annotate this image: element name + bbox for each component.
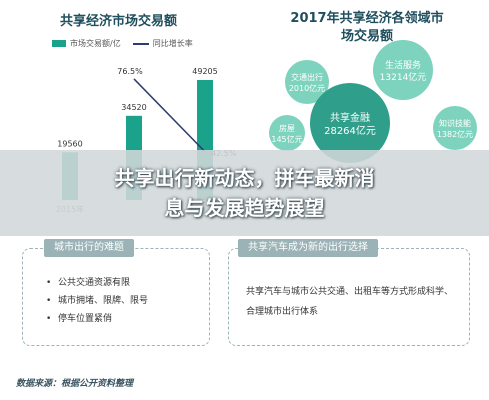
bubble: [373, 40, 433, 100]
left-chart-title: 共享经济市场交易额: [60, 14, 178, 29]
bubble-name-label: 知识技能: [439, 118, 471, 128]
list-item: 公共交通资源有限: [46, 274, 148, 292]
city-travel-problems-heading: 城市出行的难题: [44, 239, 134, 257]
left-chart-legend: 市场交易额/亿 同比增长率: [52, 38, 193, 49]
bubble: [285, 60, 329, 104]
legend-bar-label: 市场交易额/亿: [70, 39, 121, 48]
bubble-value-label: 145亿元: [271, 134, 302, 144]
legend-bar-swatch: [52, 40, 66, 47]
growth-rate-line: [133, 78, 206, 153]
bubble-value-label: 1382亿元: [437, 129, 473, 139]
banner-title-line1: 共享出行新动态，拼车最新消: [114, 166, 375, 190]
banner-title: 共享出行新动态，拼车最新消 息与发展趋势展望: [0, 163, 489, 223]
legend-bar: 市场交易额/亿: [52, 38, 121, 49]
bar-value-label: 19560: [57, 139, 82, 148]
city-travel-problems-list: 公共交通资源有限 城市拥堵、限牌、限号 停车位置紧俏: [46, 274, 148, 328]
legend-line-swatch: [132, 42, 149, 45]
bubble-name-label: 共享金融: [330, 111, 370, 124]
bar-value-label: 34520: [121, 103, 146, 112]
shared-car-heading: 共享汽车成为新的出行选择: [238, 239, 378, 257]
right-chart-panel: 2017年共享经济各领域市场交易额 交通出行 2010亿元 生活服务 13214亿元共…: [245, 0, 489, 210]
legend-line: 同比增长率: [132, 38, 193, 49]
growth-rate-label: 76.5%: [117, 67, 143, 76]
banner-title-line2: 息与发展趋势展望: [164, 196, 325, 220]
bubble: [310, 83, 390, 163]
bubble-name-label: 生活服务: [385, 59, 421, 71]
list-item: 停车位置紧俏: [46, 310, 148, 328]
title-banner: [0, 150, 489, 236]
shared-car-description: 共享汽车与城市公共交通、出租车等方式形成科学、合理城市出行体系: [246, 287, 454, 317]
data-source-note: 数据来源：根据公开资料整理: [16, 379, 134, 389]
bar-value-label: 49205: [192, 67, 217, 76]
shared-car-box: [228, 248, 470, 346]
right-chart-title-text: 2017年共享经济各领域市场交易额: [290, 11, 444, 44]
right-chart-title: 2017年共享经济各领域市场交易额: [245, 10, 489, 46]
bubble-name-label: 交通出行: [291, 72, 323, 82]
bubble-name-label: 房屋: [279, 123, 295, 133]
legend-line-label: 同比增长率: [152, 39, 193, 48]
bubble-value-label: 28264亿元: [324, 124, 376, 137]
bubble-value-label: 2010亿元: [289, 83, 325, 93]
bubble-value-label: 13214亿元: [380, 71, 427, 83]
list-item: 城市拥堵、限牌、限号: [46, 292, 148, 310]
bubble: [433, 106, 477, 150]
bubble: [269, 115, 305, 151]
